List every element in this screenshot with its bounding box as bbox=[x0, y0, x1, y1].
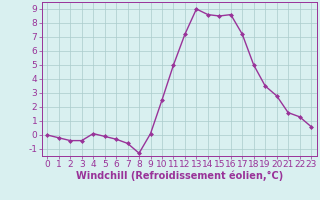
X-axis label: Windchill (Refroidissement éolien,°C): Windchill (Refroidissement éolien,°C) bbox=[76, 171, 283, 181]
